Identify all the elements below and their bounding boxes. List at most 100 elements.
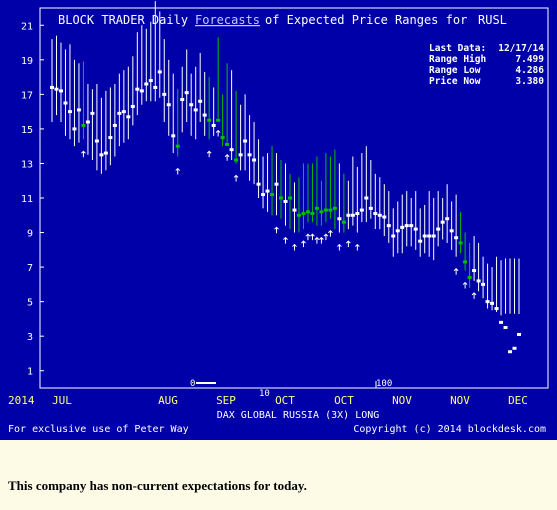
y-tick-label: 17 [21,90,33,101]
price-marker [341,220,346,224]
price-marker [512,346,517,350]
expectations-note: This company has non-current expectation… [8,478,307,493]
price-marker [50,85,54,89]
price-marker [431,234,436,238]
price-marker [157,70,162,74]
chart-subtitle: DAX GLOBAL RUSSIA (3X) LONG [217,410,380,421]
price-marker [139,89,144,93]
price-marker [449,229,454,233]
price-marker [130,104,135,108]
price-marker [382,215,387,219]
forecast-chart: BLOCK TRADER Daily Forecasts of Expected… [8,1,549,435]
price-marker [63,101,68,105]
price-marker [220,136,225,140]
stat-label: Price Now [429,76,481,87]
price-marker [90,111,95,115]
footer-exclusive-use: For exclusive use of Peter Way [8,424,189,435]
price-marker [517,332,521,336]
price-marker [427,234,432,238]
forecast-chart-frame: BLOCK TRADER Daily Forecasts of Expected… [0,0,557,440]
chart-title-prefix: BLOCK TRADER Daily [58,13,188,27]
price-marker [99,153,104,157]
y-tick-label: 5 [27,298,33,309]
price-marker [238,153,243,157]
price-marker [171,134,176,138]
price-marker [211,123,216,127]
x-month-label: NOV [450,394,470,407]
price-marker [67,110,72,114]
up-arrow-marker [453,268,459,275]
up-arrow-marker [301,240,306,248]
price-marker [270,193,275,197]
price-marker [166,103,171,107]
price-marker [359,208,364,212]
price-marker [121,110,126,114]
price-marker [481,282,486,286]
price-marker [323,208,328,212]
price-marker [508,350,513,354]
y-tick-label: 19 [21,56,33,67]
footer-copyright: Copyright (c) 2014 blockdesk.com [353,424,546,435]
price-marker [292,208,297,212]
up-arrow-marker [314,236,320,244]
y-tick-label: 21 [21,21,33,32]
price-marker [377,213,382,217]
price-marker [350,213,355,217]
price-markers [50,70,521,354]
price-marker [404,224,409,228]
forecast-ranges [51,1,520,316]
stats-box: Last Data: 12/17/14 Range High 7.499 Range L… [429,43,544,87]
price-marker [175,144,180,148]
price-marker [319,210,324,214]
price-marker [229,148,234,152]
up-arrow-marker [471,292,477,299]
y-tick-label: 15 [21,125,33,136]
x-month-label: SEP [216,394,236,407]
price-marker [117,111,122,115]
price-marker [225,142,230,146]
price-marker [162,92,167,96]
price-marker [503,326,508,330]
price-marker [301,212,306,216]
scale-marker-0: 0 [190,379,195,389]
price-marker [234,158,239,162]
y-tick-label: 1 [27,367,33,378]
up-arrow-marker [328,230,333,237]
price-marker [422,234,427,238]
price-marker [476,279,481,283]
up-arrow-marker [206,150,212,158]
x-month-label: DEC [508,394,528,407]
up-arrow-marker [292,243,297,251]
price-marker [207,118,212,122]
stat-label: Range Low [429,65,481,76]
price-marker [346,213,351,217]
up-arrow-marker [233,174,239,182]
chart-title-forecasts-link[interactable]: Forecasts [195,13,260,27]
price-marker [314,206,319,210]
price-marker [153,85,158,89]
y-tick-label: 11 [21,194,33,205]
price-marker [247,153,252,157]
chart-ticker: RUSL [478,13,507,27]
price-marker [490,301,495,305]
price-marker [364,196,369,200]
price-marker [112,123,117,127]
price-marker [148,79,153,83]
price-marker [337,217,342,221]
price-marker [279,196,284,200]
up-arrow-marker [354,243,360,251]
stat-value: 4.286 [515,65,544,76]
price-marker [198,99,203,103]
x-month-label: NOV [392,394,412,407]
price-marker [373,212,378,216]
price-marker [332,206,337,210]
y-tick-label: 3 [27,332,33,343]
up-arrow-marker [305,233,311,241]
price-marker [274,182,279,186]
stat-value: 7.499 [515,54,544,65]
price-marker [58,89,63,93]
up-arrow-marker [224,154,230,161]
price-marker [305,210,310,214]
up-arrow-marker [175,167,181,175]
